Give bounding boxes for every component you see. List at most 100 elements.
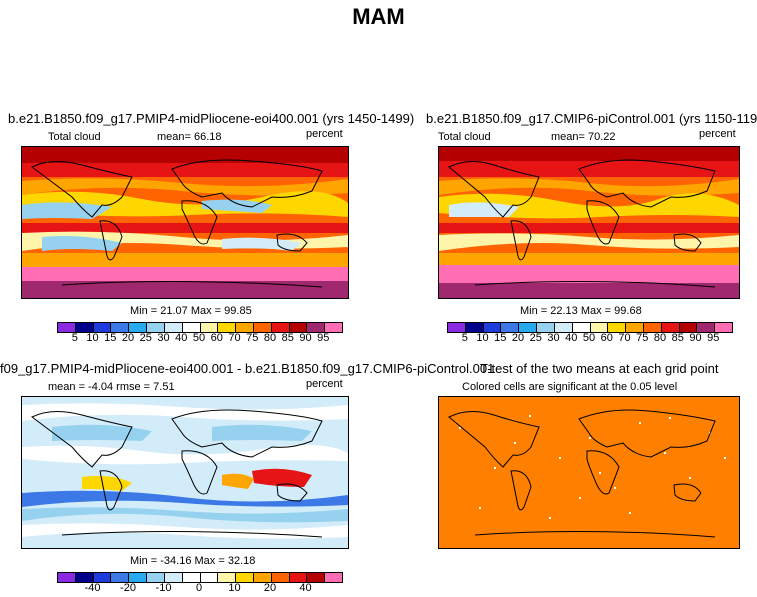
colorbar-swatch <box>697 323 716 332</box>
colorbar-tick-label: 80 <box>653 332 667 344</box>
colorbar-swatch <box>590 323 609 332</box>
colorbar-tick-label: 50 <box>582 332 596 344</box>
colorbar-tick-label: 20 <box>511 332 525 344</box>
colorbar-tick-label: 0 <box>195 582 203 594</box>
colorbar-tick-label: 40 <box>175 332 188 344</box>
colorbar-tick-label: 15 <box>104 332 117 344</box>
colorbar-swatch <box>307 323 326 332</box>
colorbar-tick-label: 25 <box>139 332 152 344</box>
colorbar-tick-label: 20 <box>121 332 135 344</box>
panel3-map <box>21 396 349 549</box>
colorbar-swatch <box>501 323 520 332</box>
colorbar-tick-label: -10 <box>155 582 172 594</box>
panel1-title: b.e21.B1850.f09_g17.PMIP4-midPliocene-eo… <box>8 111 415 126</box>
colorbar-tick-label: 70 <box>228 332 241 344</box>
colorbar-swatch <box>164 573 183 582</box>
colorbar-swatch <box>554 323 573 332</box>
colorbar-tick-label: 60 <box>600 332 613 344</box>
panel2-colorbar-ticks: 5 10 15 20 25 30 40 50 60 70 75 80 85 90 95 <box>447 332 731 346</box>
colorbar-swatch <box>147 573 165 582</box>
panel2-map <box>438 146 740 299</box>
colorbar-swatch <box>325 573 342 582</box>
colorbar-swatch <box>325 323 342 332</box>
main-title: MAM <box>352 4 405 29</box>
colorbar-tick-label: 90 <box>299 332 312 344</box>
panel1-variable-label: Total cloud <box>48 131 101 143</box>
colorbar-tick-label: -20 <box>120 582 136 594</box>
panel1-minmax: Min = 21.07 Max = 99.85 <box>130 305 252 317</box>
colorbar-tick-label: 70 <box>618 332 631 344</box>
panel3-colorbar <box>57 572 343 583</box>
colorbar-swatch <box>483 323 502 332</box>
colorbar-swatch <box>218 573 237 582</box>
colorbar-swatch <box>519 323 538 332</box>
panel2-variable-label: Total cloud <box>438 131 491 143</box>
colorbar-swatch <box>111 573 130 582</box>
colorbar-swatch <box>643 323 662 332</box>
colorbar-tick-label: 10 <box>86 332 99 344</box>
colorbar-swatch <box>75 573 94 582</box>
colorbar-swatch <box>253 323 272 332</box>
colorbar-tick-label: 20 <box>263 582 277 594</box>
colorbar-swatch <box>93 323 112 332</box>
colorbar-tick-label: 95 <box>707 332 720 344</box>
panel1-mean: mean= 66.18 <box>157 131 222 143</box>
colorbar-swatch <box>58 323 76 332</box>
colorbar-swatch <box>289 573 308 582</box>
panel3-title: f09_g17.PMIP4-midPliocene-eoi400.001 - b… <box>0 361 495 376</box>
colorbar-tick-label: 80 <box>263 332 277 344</box>
colorbar-tick-label: 95 <box>317 332 330 344</box>
panel2-mean: mean= 70.22 <box>551 131 616 143</box>
colorbar-swatch <box>164 323 183 332</box>
colorbar-swatch <box>626 323 644 332</box>
panel2-minmax: Min = 22.13 Max = 99.68 <box>520 305 642 317</box>
colorbar-tick-label: 40 <box>299 582 312 594</box>
colorbar-tick-label: 90 <box>689 332 702 344</box>
colorbar-tick-label: 75 <box>636 332 649 344</box>
panel3-minmax: Min = -34.16 Max = 32.18 <box>130 555 256 567</box>
colorbar-swatch <box>572 323 591 332</box>
panel2-colorbar <box>447 322 733 333</box>
panel1-map <box>21 146 349 299</box>
colorbar-tick-label: 30 <box>547 332 560 344</box>
colorbar-swatch <box>75 323 94 332</box>
colorbar-tick-label: 85 <box>281 332 294 344</box>
colorbar-tick-label: 5 <box>461 332 468 344</box>
colorbar-swatch <box>679 323 698 332</box>
colorbar-tick-label: 10 <box>228 582 241 594</box>
colorbar-tick-label: 85 <box>671 332 684 344</box>
panel3-units: percent <box>306 378 343 390</box>
colorbar-swatch <box>307 573 326 582</box>
colorbar-swatch <box>236 573 254 582</box>
colorbar-swatch <box>448 323 466 332</box>
panel2-units: percent <box>699 128 736 140</box>
panel4-subtitle: Colored cells are significant at the 0.0… <box>462 381 678 393</box>
colorbar-swatch <box>129 573 148 582</box>
colorbar-tick-label: 60 <box>210 332 223 344</box>
colorbar-tick-label: 25 <box>529 332 542 344</box>
colorbar-swatch <box>218 323 237 332</box>
colorbar-swatch <box>58 573 76 582</box>
colorbar-swatch <box>200 573 219 582</box>
panel4-map <box>438 396 740 549</box>
colorbar-swatch <box>465 323 484 332</box>
colorbar-tick-label: 5 <box>71 332 78 344</box>
colorbar-swatch <box>236 323 254 332</box>
colorbar-tick-label: 30 <box>157 332 170 344</box>
colorbar-swatch <box>661 323 680 332</box>
colorbar-swatch <box>271 323 290 332</box>
panel3-stats: mean = -4.04 rmse = 7.51 <box>48 381 175 393</box>
panel1-units: percent <box>306 128 343 140</box>
colorbar-tick-label: 50 <box>192 332 206 344</box>
colorbar-swatch <box>182 323 201 332</box>
colorbar-swatch <box>271 573 290 582</box>
colorbar-swatch <box>537 323 555 332</box>
colorbar-swatch <box>182 573 201 582</box>
colorbar-swatch <box>111 323 130 332</box>
colorbar-tick-label: 10 <box>476 332 489 344</box>
colorbar-tick-label: 40 <box>565 332 578 344</box>
colorbar-swatch <box>93 573 112 582</box>
panel3-colorbar-ticks: -40 -20 -10 0 10 20 40 <box>57 582 341 596</box>
colorbar-swatch <box>200 323 219 332</box>
colorbar-swatch <box>289 323 308 332</box>
